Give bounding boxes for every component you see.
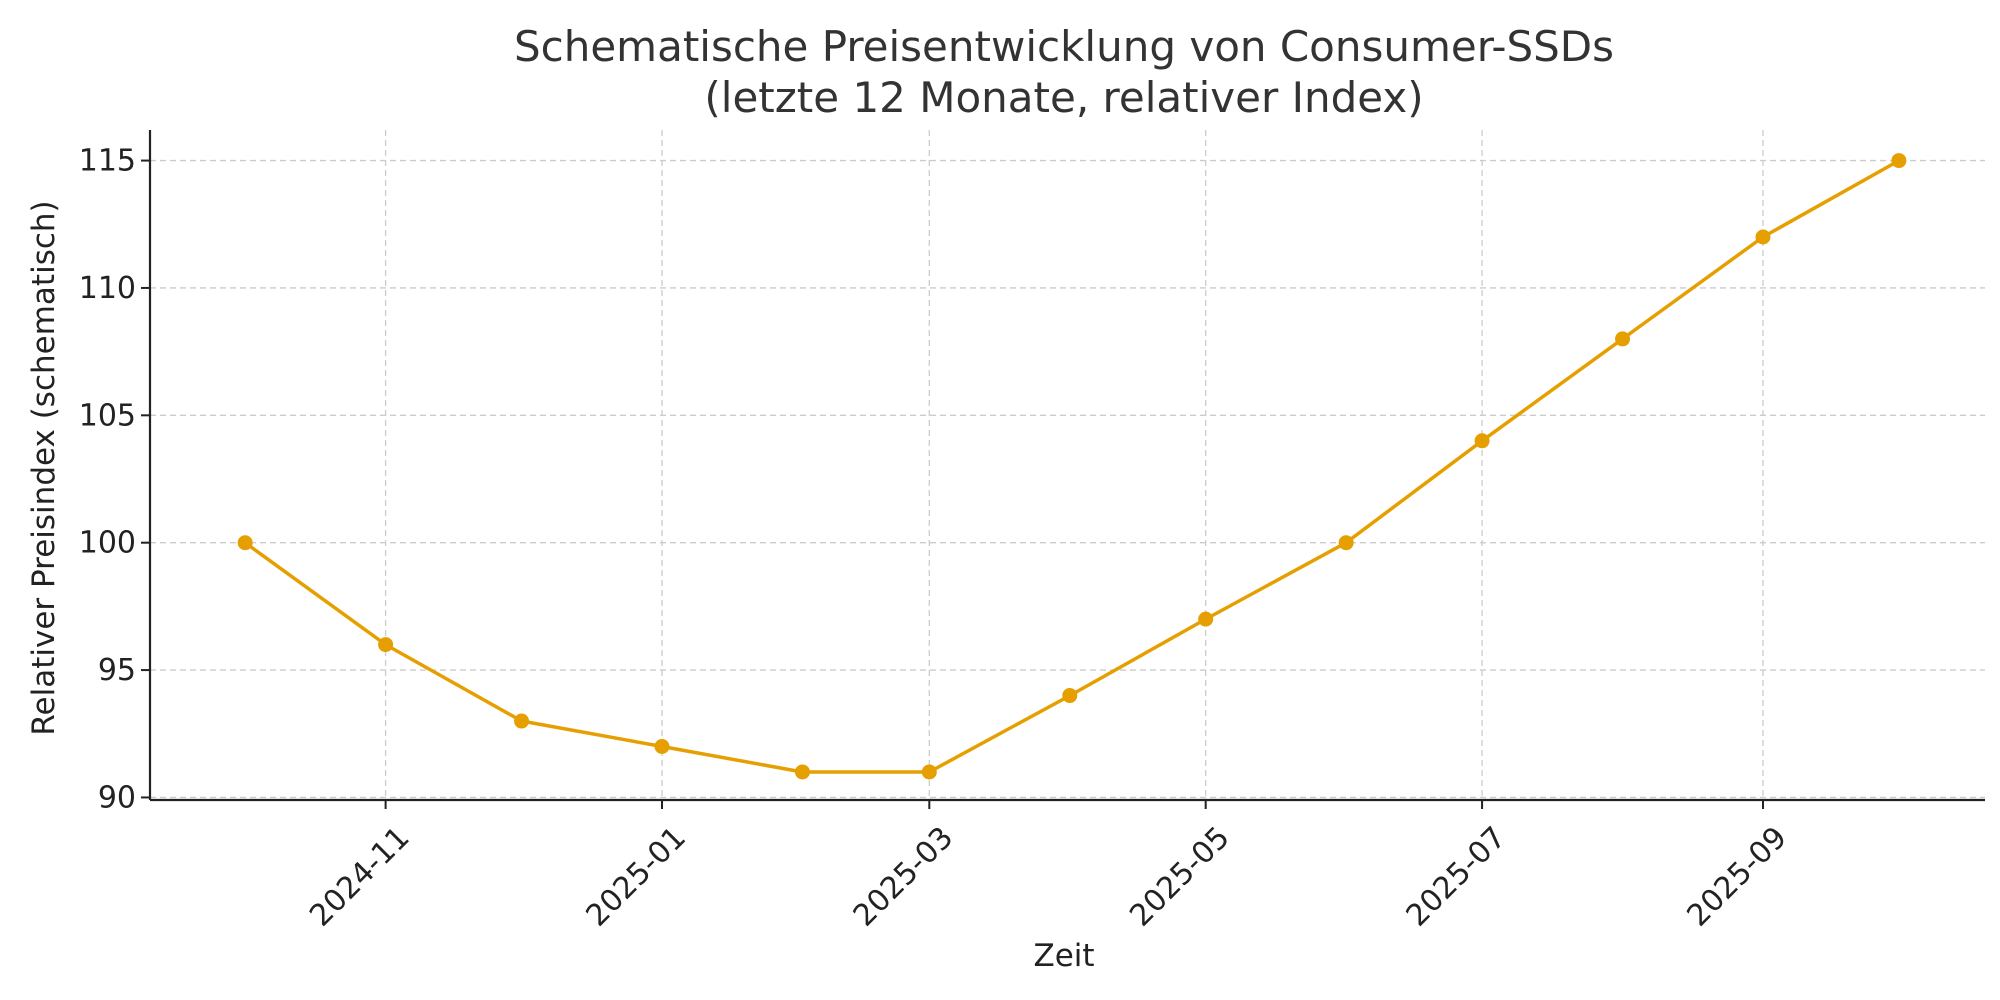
chart-title-line-1: Schematische Preisentwicklung von Consum… <box>514 22 1614 71</box>
data-point <box>1062 688 1078 704</box>
y-tick-label: 95 <box>98 653 136 688</box>
data-point <box>1891 153 1907 169</box>
data-point <box>1474 433 1490 449</box>
series-line <box>244 159 1900 774</box>
y-axis-label: Relativer Preisindex (schematisch) <box>26 200 62 735</box>
x-tick-label: 2025-03 <box>847 820 960 933</box>
data-point <box>1755 229 1771 245</box>
data-point <box>654 739 670 755</box>
x-tick-label: 2025-07 <box>1400 820 1513 933</box>
data-point <box>794 764 810 780</box>
x-tick-label: 2025-09 <box>1681 820 1794 933</box>
chart-title-line-2: (letzte 12 Monate, relativer Index) <box>704 73 1423 122</box>
x-axis-label: Zeit <box>1033 938 1094 974</box>
y-tick-label: 105 <box>79 398 136 433</box>
x-tick-label: 2024-11 <box>303 820 416 933</box>
ticks: 90 95 100 105 110 115 2024-11 2025-01 2025-03 202… <box>79 144 1794 934</box>
data-point <box>1338 535 1354 551</box>
x-tick-label: 2025-01 <box>580 820 693 933</box>
x-tick-label: 2025-05 <box>1123 820 1236 933</box>
data-point <box>514 713 530 729</box>
data-series <box>237 153 1907 780</box>
data-point <box>1198 611 1214 627</box>
data-point <box>921 764 937 780</box>
data-point <box>237 535 253 551</box>
axes <box>148 130 1985 802</box>
y-tick-label: 110 <box>79 271 136 306</box>
data-point <box>378 637 394 653</box>
y-tick-label: 90 <box>98 780 136 815</box>
y-tick-label: 100 <box>79 526 136 561</box>
data-point <box>1615 331 1631 347</box>
y-tick-label: 115 <box>79 144 136 179</box>
